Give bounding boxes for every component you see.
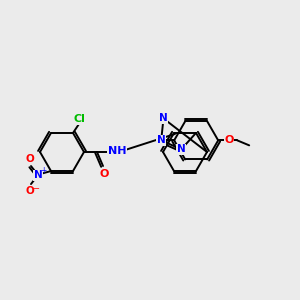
Text: Cl: Cl — [73, 114, 85, 124]
Text: O: O — [26, 186, 34, 196]
Text: N: N — [157, 135, 166, 145]
Text: N: N — [34, 170, 42, 180]
Text: +: + — [40, 166, 46, 175]
Text: −: − — [32, 184, 40, 194]
Text: O: O — [26, 154, 34, 164]
Text: O: O — [99, 169, 109, 179]
Text: O: O — [224, 135, 234, 145]
Text: NH: NH — [108, 146, 126, 156]
Text: N: N — [177, 144, 186, 154]
Text: N: N — [159, 113, 168, 124]
